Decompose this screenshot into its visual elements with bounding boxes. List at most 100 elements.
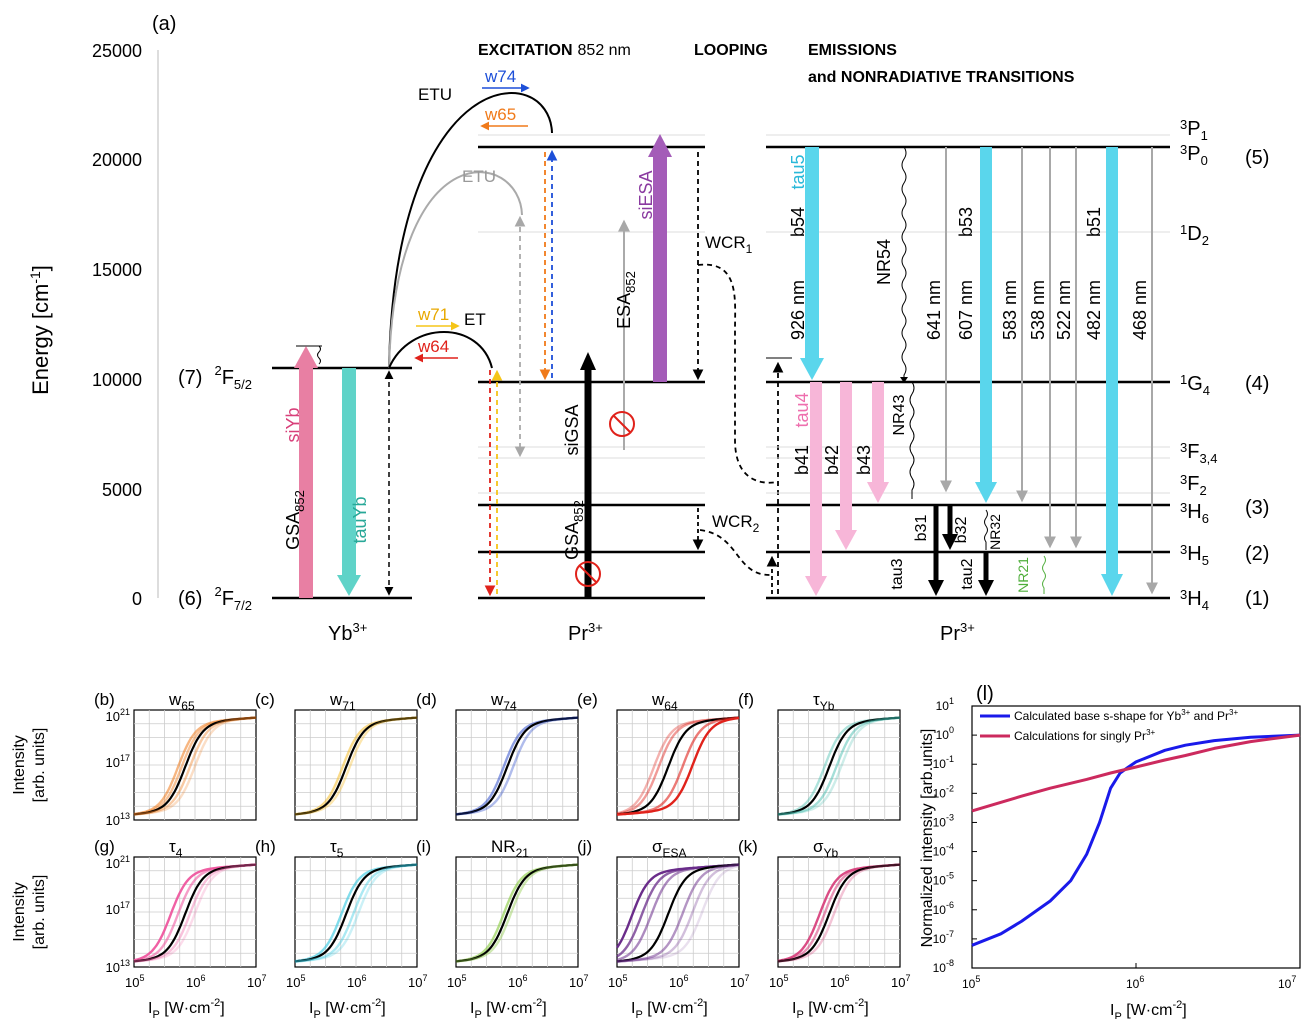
panel-l-frame xyxy=(971,705,1301,969)
l-y-tick-label: 10-4 xyxy=(933,842,954,859)
label-522nm: 522 nm xyxy=(1054,280,1074,340)
l-y-tick-label: 10-3 xyxy=(933,812,954,829)
gsa2-label: GSA852 xyxy=(562,500,586,560)
small-x-tick: 107 xyxy=(730,973,749,990)
ion-label-pr-1: Pr3+ xyxy=(568,620,603,645)
small-y-title: Intensity xyxy=(11,735,28,795)
level-3h5-label: 3H5 xyxy=(1180,542,1209,568)
emission-arrows xyxy=(800,146,1158,596)
small-panel-curve xyxy=(777,716,901,816)
small-panel-0: (b) w65 1021 1017 1013 Intensity [arb. units] xyxy=(11,690,257,828)
small-panel-curve xyxy=(455,716,579,816)
level-3p0-label: 3P0 xyxy=(1180,142,1208,168)
level-3f34-label: 3F3,4 xyxy=(1180,440,1218,466)
small-panel-1: (c) w71 xyxy=(255,690,418,821)
y-axis-ticks: 0 5000 10000 15000 20000 25000 xyxy=(92,41,142,609)
tauyb-arrow-head xyxy=(337,575,361,596)
level-1-num: (1) xyxy=(1245,588,1269,610)
header-nonradiative: and NONRADIATIVE TRANSITIONS xyxy=(808,69,1075,86)
small-panel-label: (g) xyxy=(94,837,115,856)
y-axis-title: Energy [cm-1] xyxy=(27,265,53,395)
small-panel-param: NR21 xyxy=(491,837,529,860)
small-panel-label: (h) xyxy=(255,837,276,856)
l-y-tick-label: 10-2 xyxy=(933,783,954,800)
l-y-tick-label: 10-8 xyxy=(933,958,954,975)
l-y-tick-label: 10-6 xyxy=(933,900,954,917)
header-looping: LOOPING xyxy=(694,42,768,59)
small-panel-3: (e) w64 xyxy=(577,690,740,821)
label-tau2: tau2 xyxy=(959,558,976,589)
small-y-title-2: [arb. units] xyxy=(31,728,48,803)
small-panel-curve xyxy=(616,863,740,963)
small-panel-param: w64 xyxy=(651,690,678,713)
small-x-tick: 107 xyxy=(891,973,910,990)
small-x-tick: 105 xyxy=(447,973,466,990)
panel-l-y-ticks: 101 100 10-1 10-2 10-3 10-4 10-5 10-6 10-7 10-8 xyxy=(933,696,977,975)
siesa-label: siESA xyxy=(636,170,656,219)
label-b32: b32 xyxy=(953,517,970,544)
small-panel-curve xyxy=(133,716,257,816)
small-panel-label: (c) xyxy=(255,690,275,709)
header-emissions: EMISSIONS xyxy=(808,42,897,59)
w71-label: w71 xyxy=(417,305,449,324)
small-panel-curve xyxy=(777,863,901,963)
small-x-tick: 105 xyxy=(769,973,788,990)
l-series-0 xyxy=(971,733,1301,947)
sigsa-arrow-head xyxy=(580,352,596,370)
label-583nm: 583 nm xyxy=(1000,280,1020,340)
ion-label-pr-2: Pr3+ xyxy=(940,620,975,645)
label-926nm: 926 nm xyxy=(788,280,808,340)
et-curve xyxy=(388,331,493,369)
sigsa-label: siGSA xyxy=(562,404,582,455)
etu-label-gray: ETU xyxy=(462,167,496,186)
level-3h6-label: 3H6 xyxy=(1180,500,1209,526)
label-tau5: tau5 xyxy=(788,154,808,189)
siesa-arrow-head xyxy=(648,134,672,157)
small-panel-curve xyxy=(133,863,257,963)
w65-label: w65 xyxy=(484,105,516,124)
small-panel-curve xyxy=(133,716,257,816)
small-panel-curve xyxy=(294,716,418,816)
label-468nm: 468 nm xyxy=(1130,280,1150,340)
emission-labels: 926 nm b54 tau5 NR54 641 nm 607 nm b53 5… xyxy=(788,154,1150,592)
small-panel-label: (b) xyxy=(94,690,115,709)
label-tau4: tau4 xyxy=(792,392,812,427)
small-x-tick: 106 xyxy=(508,973,527,990)
small-panel-4: (f) τYb xyxy=(738,690,901,821)
panel-l-legend: Calculated base s-shape for Yb3+ and Pr3… xyxy=(980,708,1238,743)
small-panel-param: τ5 xyxy=(330,837,344,860)
y-tick-0: 0 xyxy=(132,589,142,609)
small-panel-curve xyxy=(777,716,901,816)
wcr1-connector xyxy=(697,263,779,484)
small-x-tick: 106 xyxy=(669,973,688,990)
small-x-tick: 105 xyxy=(125,973,144,990)
l-x-tick-label: 105 xyxy=(962,974,980,991)
panel-l-series xyxy=(971,733,1301,947)
small-panel-param: w65 xyxy=(168,690,195,713)
small-panel-param: σYb xyxy=(813,837,839,860)
label-nr21: NR21 xyxy=(1015,557,1031,593)
yb-level-upper-label: (7) 2F5/2 xyxy=(178,363,252,392)
small-panel-curve xyxy=(294,716,418,816)
ion-label-yb: Yb3+ xyxy=(328,620,367,645)
small-panel-5: (g) τ4 1021 1017 1013 Intensity [arb. units] 10… xyxy=(11,837,266,1021)
siyb-arrow-head xyxy=(294,346,318,368)
l-y-tick-label: 10-5 xyxy=(933,871,954,888)
small-panel-label: (d) xyxy=(416,690,437,709)
label-b41: b41 xyxy=(792,445,812,475)
label-nr43: NR43 xyxy=(891,394,908,435)
small-panel-param: w74 xyxy=(490,690,517,713)
gsa-yb-label: GSA852 xyxy=(283,490,307,550)
wcr1-label: WCR1 xyxy=(705,233,753,256)
yb-level-lower-label: (6) 2F7/2 xyxy=(178,584,252,613)
level-5-num: (5) xyxy=(1245,147,1269,169)
y-tick-25000: 25000 xyxy=(92,41,142,61)
small-x-tick: 105 xyxy=(286,973,305,990)
l-y-tick-label: 101 xyxy=(936,696,954,713)
small-x-tick: 107 xyxy=(569,973,588,990)
level-3-num: (3) xyxy=(1245,497,1269,519)
etu-gray-curve xyxy=(388,171,523,369)
y-tick-5000: 5000 xyxy=(102,480,142,500)
small-x-title: IP [W·cm-2] xyxy=(309,997,386,1019)
